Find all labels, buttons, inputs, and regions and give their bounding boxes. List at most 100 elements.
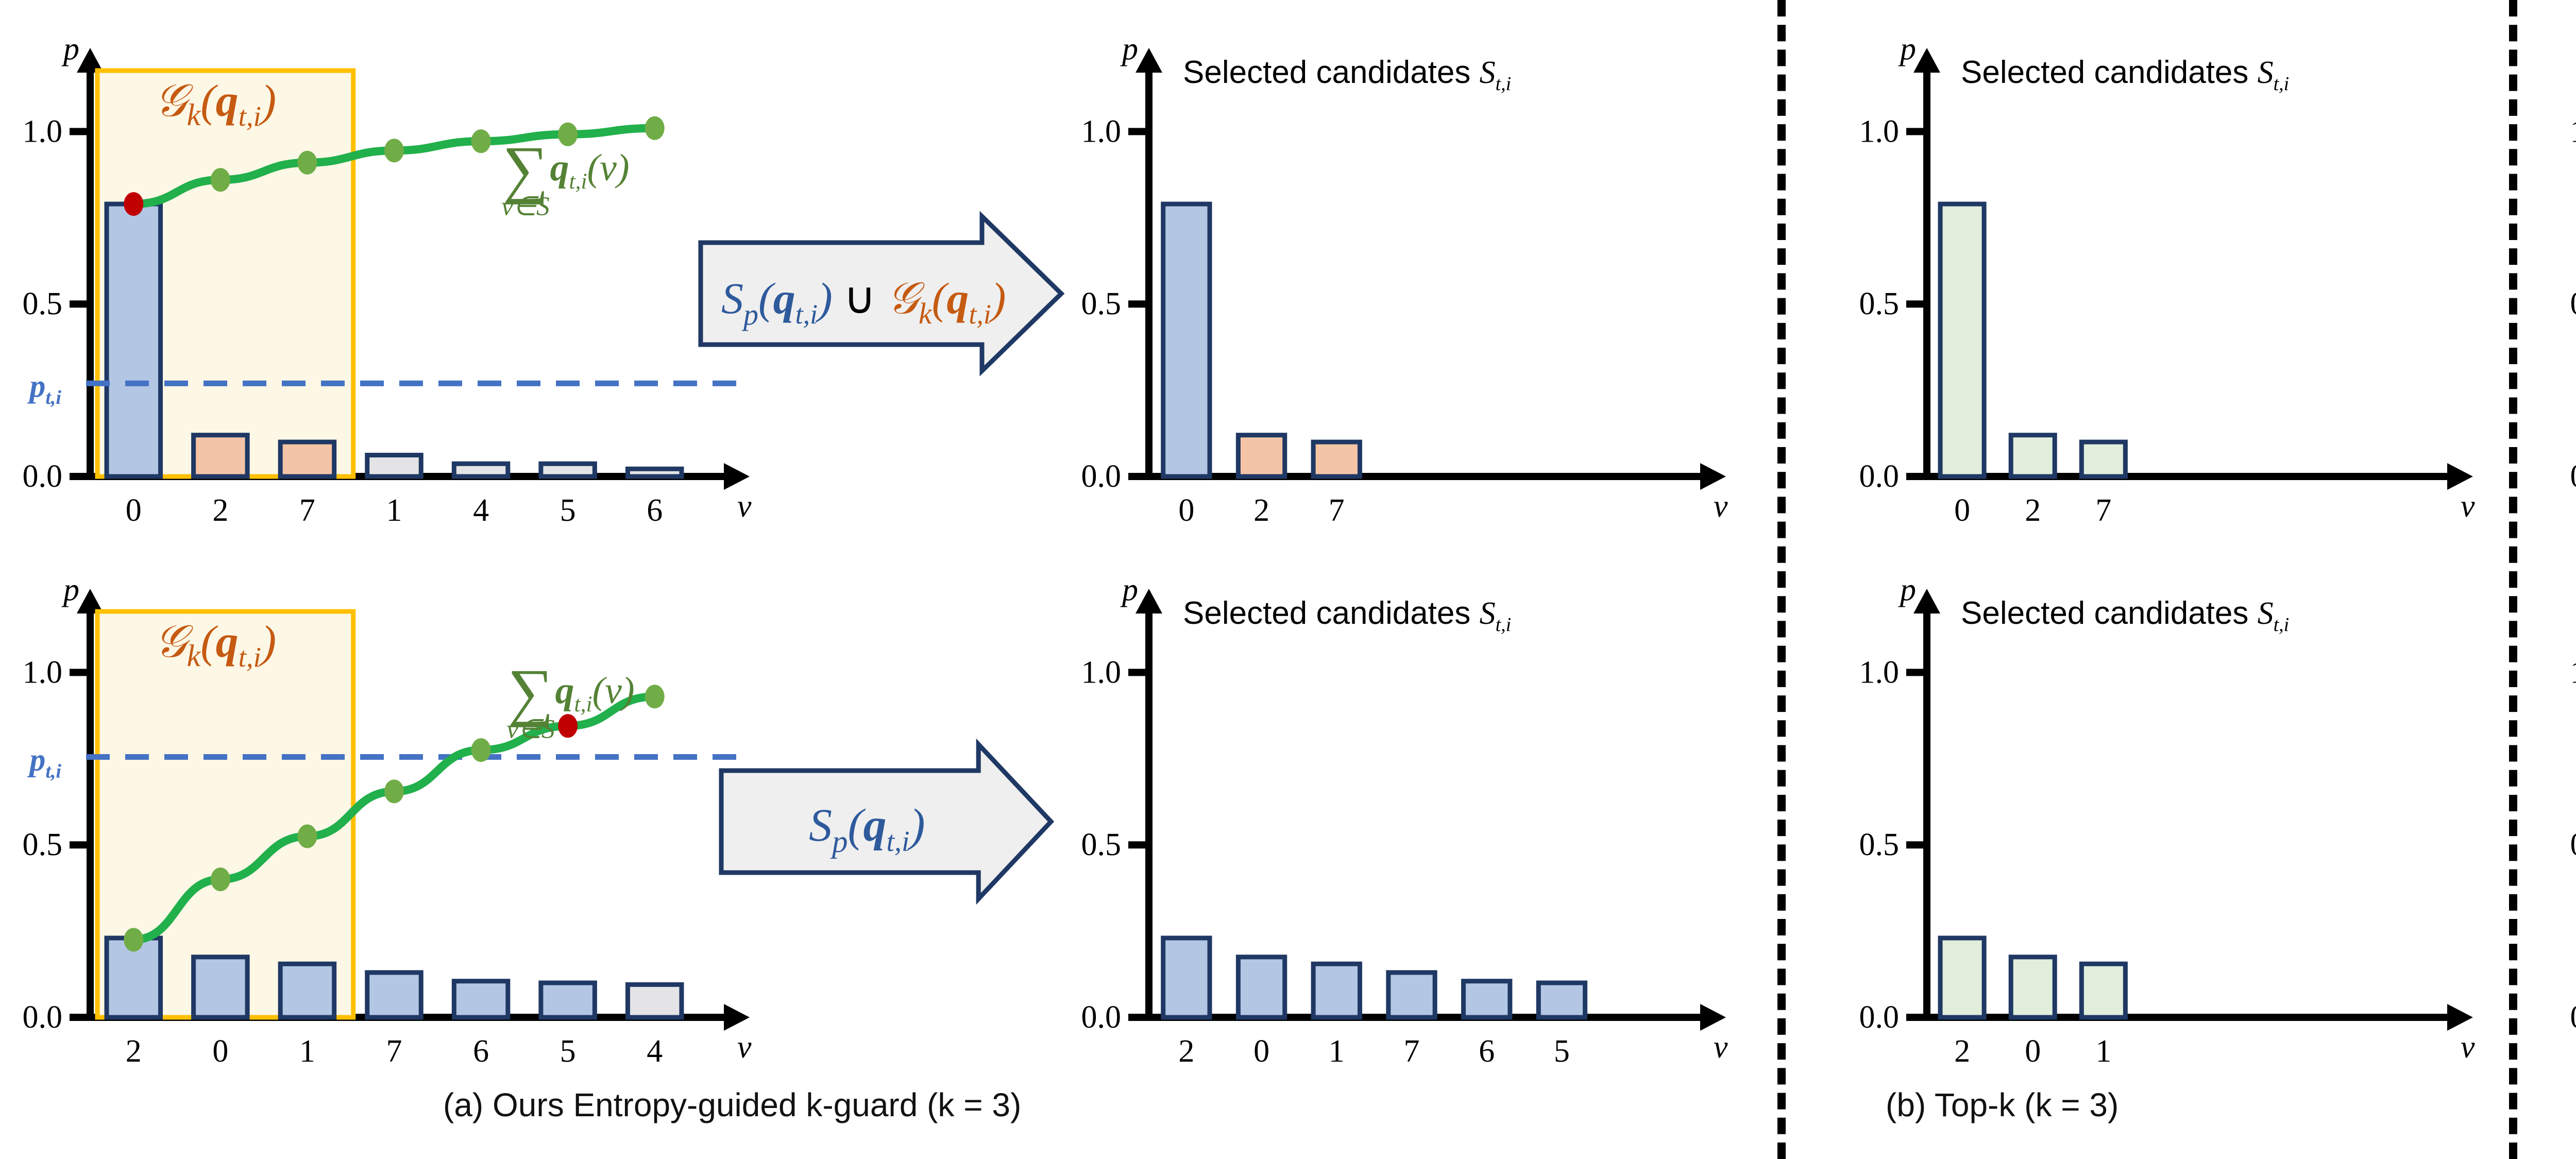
cumulative-marker [471, 738, 491, 762]
transition-arrow-topp: Sp(qt,i) [719, 738, 1055, 905]
y-tick-label: 1.0 [2570, 114, 2576, 149]
y-ticks: 0.0 0.5 1.0 [23, 114, 90, 494]
y-tick-label: 1.0 [1859, 655, 1900, 690]
y-tick-label: 0.0 [1859, 459, 1900, 494]
y-tick-label: 1.0 [1081, 114, 1122, 149]
y-ticks: 0.0 0.5 1.0 [23, 655, 90, 1035]
x-tick-label: 1 [299, 1034, 315, 1069]
x-tick-label: 0 [212, 1034, 228, 1069]
x-axis-label-v: v [737, 489, 752, 524]
x-tick-label: 2 [1178, 1034, 1194, 1069]
x-axis-label-v: v [1714, 1030, 1728, 1065]
x-tick-label: 2 [2025, 493, 2041, 528]
y-axis-label-p: p [1898, 31, 1916, 66]
x-axis-arrowhead [2447, 1004, 2473, 1031]
caption-panel-a: (a) Ours Entropy-guided k-guard (k = 3) [443, 1086, 1022, 1123]
x-tick-label: 0 [2025, 1034, 2041, 1069]
bar-1 [278, 961, 337, 1020]
cumulative-marker [210, 867, 230, 892]
x-tick-label: 0 [1253, 1034, 1269, 1069]
x-tick-labels: 2 0 1 7 6 5 4 [126, 1034, 663, 1069]
y-tick-label: 0.5 [1081, 827, 1122, 862]
y-ticks: 0.0 0.5 1.0 [1859, 655, 1927, 1035]
bar-2 [191, 433, 250, 479]
x-axis-arrowhead [2447, 463, 2473, 490]
summation-body: qt,i(v) [555, 669, 635, 717]
summation-sigma: ∑ [507, 656, 553, 728]
bar-1 [1311, 961, 1362, 1020]
bar-2 [1235, 433, 1287, 479]
x-tick-label: 7 [386, 1034, 402, 1069]
transition-arrow-union: Sp(qt,i) ∪ 𝒢k(qt,i) [698, 211, 1065, 377]
x-tick-label: 7 [2095, 493, 2111, 528]
y-tick-label: 0.0 [2570, 1000, 2576, 1035]
bar-0 [2008, 955, 2057, 1020]
threshold-line-group: pt,i [27, 742, 737, 782]
bar-1 [365, 452, 423, 479]
x-tick-labels: 2 0 1 [1954, 1034, 2111, 1069]
y-axis-arrowhead [1913, 589, 1940, 613]
x-tick-label: 0 [1178, 493, 1194, 528]
y-tick-label: 0.5 [23, 286, 63, 321]
bar-6 [625, 466, 684, 479]
y-tick-label: 0.0 [1081, 459, 1122, 494]
cumulative-marker [471, 129, 491, 154]
bar-4 [625, 982, 684, 1020]
y-axis-arrowhead [77, 48, 104, 73]
y-tick-label: 0.5 [2570, 286, 2576, 321]
y-axis-label-p: p [1120, 31, 1138, 66]
x-tick-label: 1 [2095, 1034, 2111, 1069]
y-tick-label: 1.0 [2570, 655, 2576, 690]
x-axis-label-v: v [737, 1030, 752, 1065]
x-tick-label: 6 [1479, 1034, 1495, 1069]
y-axis-arrowhead [1913, 48, 1940, 73]
arrow-label-union: Sp(qt,i) ∪ 𝒢k(qt,i) [721, 274, 1006, 331]
arrow-shape [698, 211, 1065, 377]
cumulative-marker [645, 685, 665, 709]
bar-7 [278, 439, 337, 479]
panel-separator-ab [1777, 0, 1786, 1159]
bar-7 [1311, 439, 1362, 479]
chart-c-bottom: pv0.00.51.020176Selected candidates St,i [2570, 655, 2576, 1035]
bars [104, 935, 684, 1020]
bar-5 [538, 461, 597, 479]
selected-candidates-title: Selected candidates St,i [1183, 55, 1511, 95]
summation-subscript: v∈S [501, 192, 549, 221]
x-tick-labels: 0 2 7 [1178, 493, 1344, 528]
bar-7 [1386, 970, 1437, 1020]
x-axis-label-v: v [2461, 489, 2475, 524]
x-tick-label: 2 [126, 1034, 142, 1069]
cumulative-marker [297, 150, 317, 175]
bar-0 [1161, 201, 1212, 479]
y-tick-label: 0.0 [23, 1000, 63, 1035]
y-tick-label: 0.5 [1081, 286, 1122, 321]
region-label-gk: 𝒢k(qt,i) [155, 617, 276, 673]
y-ticks: 0.0 0.5 1.0 [1081, 114, 1149, 494]
x-tick-label: 2 [212, 493, 228, 528]
bar-0 [1235, 955, 1287, 1020]
cumulative-marker [384, 139, 404, 163]
y-tick-label: 1.0 [23, 114, 63, 149]
bars [1938, 201, 2128, 479]
y-tick-label: 1.0 [1859, 114, 1900, 149]
bar-5 [538, 980, 597, 1020]
x-tick-label: 2 [1954, 1034, 1970, 1069]
y-tick-label: 0.5 [1859, 827, 1900, 862]
bar-6 [451, 979, 511, 1020]
bars [104, 201, 684, 479]
x-axis-arrowhead [1700, 1004, 1726, 1031]
x-tick-label: 5 [1554, 1034, 1570, 1069]
y-axis-label-p: p [1898, 572, 1916, 607]
x-axis-arrowhead [724, 463, 750, 490]
x-axis-label-v: v [1714, 489, 1728, 524]
summation-body: qt,i(v) [550, 146, 630, 194]
bar-2 [2008, 433, 2057, 479]
x-tick-label: 0 [126, 493, 142, 528]
bar-4 [451, 461, 511, 479]
summation-label: ∑v∈Sqt,i(v) [501, 133, 629, 221]
y-tick-label: 0.0 [2570, 459, 2576, 494]
y-tick-label: 0.5 [1859, 286, 1900, 321]
x-tick-label: 5 [560, 493, 576, 528]
